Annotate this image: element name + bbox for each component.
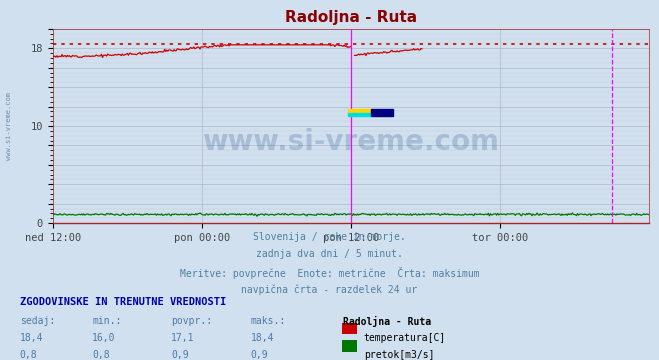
Bar	[370, 109, 393, 116]
Text: 18,4: 18,4	[20, 333, 43, 343]
Text: 16,0: 16,0	[92, 333, 116, 343]
Title: Radoljna - Ruta: Radoljna - Ruta	[285, 10, 417, 25]
Text: www.si-vreme.com: www.si-vreme.com	[202, 127, 500, 156]
Text: 17,1: 17,1	[171, 333, 195, 343]
Text: maks.:: maks.:	[250, 316, 285, 326]
Text: 0,9: 0,9	[171, 350, 189, 360]
Text: ZGODOVINSKE IN TRENUTNE VREDNOSTI: ZGODOVINSKE IN TRENUTNE VREDNOSTI	[20, 297, 226, 307]
Text: 0,8: 0,8	[92, 350, 110, 360]
Text: 0,8: 0,8	[20, 350, 38, 360]
Text: zadnja dva dni / 5 minut.: zadnja dva dni / 5 minut.	[256, 249, 403, 260]
Bar	[348, 113, 370, 116]
Text: temperatura[C]: temperatura[C]	[364, 333, 446, 343]
Text: 0,9: 0,9	[250, 350, 268, 360]
Bar	[348, 109, 370, 113]
Text: Meritve: povprečne  Enote: metrične  Črta: maksimum: Meritve: povprečne Enote: metrične Črta:…	[180, 267, 479, 279]
Text: pretok[m3/s]: pretok[m3/s]	[364, 350, 434, 360]
Text: navpična črta - razdelek 24 ur: navpična črta - razdelek 24 ur	[241, 284, 418, 294]
Text: povpr.:: povpr.:	[171, 316, 212, 326]
Text: 18,4: 18,4	[250, 333, 274, 343]
Text: min.:: min.:	[92, 316, 122, 326]
Text: Radoljna - Ruta: Radoljna - Ruta	[343, 316, 431, 327]
Text: www.si-vreme.com: www.si-vreme.com	[5, 92, 12, 160]
Text: sedaj:: sedaj:	[20, 316, 55, 326]
Text: Slovenija / reke in morje.: Slovenija / reke in morje.	[253, 232, 406, 242]
